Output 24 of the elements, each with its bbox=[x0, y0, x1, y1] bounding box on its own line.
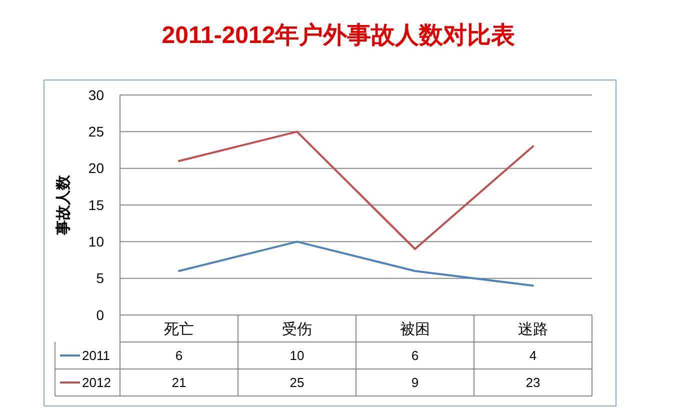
data-label: 23 bbox=[526, 375, 540, 390]
x-tick-label: 迷路 bbox=[518, 320, 548, 338]
y-axis-title: 事故人数 bbox=[55, 174, 72, 236]
data-label: 10 bbox=[290, 348, 304, 364]
line-series bbox=[178, 130, 534, 250]
data-label: 6 bbox=[175, 348, 183, 364]
data-label: 9 bbox=[411, 375, 419, 390]
y-tick-label: 15 bbox=[88, 196, 104, 213]
y-tick-label: 0 bbox=[96, 306, 104, 323]
chart-title: 2011-2012年户外事故人数对比表 bbox=[162, 22, 516, 49]
data-label: 6 bbox=[411, 348, 419, 364]
y-tick-label: 10 bbox=[88, 234, 104, 250]
x-tick-label: 死亡 bbox=[164, 320, 194, 338]
data-label: 4 bbox=[529, 348, 537, 364]
data-label: 25 bbox=[290, 375, 304, 390]
legend-label: 2011 bbox=[82, 348, 110, 364]
x-tick-label: 被困 bbox=[400, 320, 430, 338]
x-tick-label: 受伤 bbox=[282, 320, 312, 338]
y-tick-label: 5 bbox=[96, 270, 104, 286]
y-tick-label: 25 bbox=[88, 124, 104, 140]
y-tick-label: 20 bbox=[88, 160, 104, 176]
legend-label: 2012 bbox=[82, 375, 111, 390]
y-tick-label: 30 bbox=[88, 86, 104, 103]
data-label: 21 bbox=[172, 375, 186, 390]
